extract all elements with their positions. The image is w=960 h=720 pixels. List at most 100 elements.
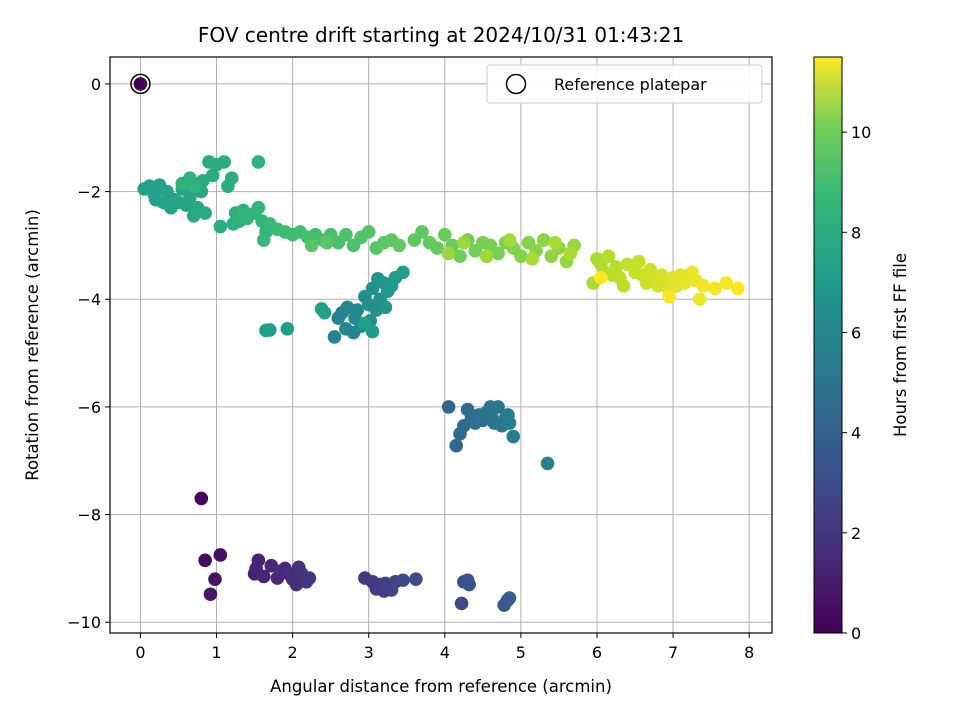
data-point xyxy=(430,241,444,255)
data-point xyxy=(536,233,551,247)
data-point xyxy=(453,249,467,263)
reference-point xyxy=(133,77,148,91)
data-point xyxy=(632,254,646,269)
data-point xyxy=(205,168,220,183)
data-point xyxy=(302,571,317,585)
colorbar-tick-label: 8 xyxy=(851,223,861,242)
x-tick-label: 3 xyxy=(364,643,374,662)
data-point xyxy=(502,233,517,247)
colorbar-gradient xyxy=(813,56,843,634)
data-point xyxy=(392,238,406,253)
x-axis-label: Angular distance from reference (arcmin) xyxy=(270,677,612,696)
data-point xyxy=(350,303,365,317)
data-point xyxy=(454,596,469,611)
data-point xyxy=(616,278,631,293)
data-point xyxy=(378,300,393,315)
data-point xyxy=(415,225,429,239)
data-point xyxy=(256,569,271,584)
data-point xyxy=(441,400,456,414)
data-point xyxy=(696,278,711,293)
data-point xyxy=(491,246,505,261)
data-point xyxy=(563,246,578,261)
colorbar: 0 2 4 6 8 10 Hours from first FF file xyxy=(813,56,910,643)
data-point xyxy=(327,330,342,344)
chart-title: FOV centre drift starting at 2024/10/31 … xyxy=(198,23,684,47)
data-point xyxy=(601,249,616,263)
data-point xyxy=(438,227,452,242)
data-point xyxy=(708,281,722,296)
data-point xyxy=(449,438,464,453)
data-point xyxy=(409,572,423,586)
y-axis-label: Rotation from reference (arcmin) xyxy=(23,209,42,481)
data-point xyxy=(441,246,456,261)
y-tick-label: −2 xyxy=(77,183,101,202)
legend-entry-reference-platepar: Reference platepar xyxy=(554,75,707,94)
colorbar-tick-label: 6 xyxy=(851,323,861,342)
data-point xyxy=(396,265,410,280)
data-point xyxy=(262,323,277,337)
data-point xyxy=(256,233,271,247)
data-point xyxy=(479,249,494,263)
data-point xyxy=(692,292,707,307)
data-point xyxy=(502,591,517,605)
legend-marker-icon xyxy=(505,73,527,95)
colorbar-tick-label: 2 xyxy=(851,524,861,543)
data-point xyxy=(203,587,218,602)
grid-lines xyxy=(110,57,772,633)
data-point xyxy=(358,316,372,331)
data-point xyxy=(320,235,334,250)
data-point xyxy=(540,456,555,471)
x-tick-label: 1 xyxy=(211,643,221,662)
data-point xyxy=(491,400,505,414)
data-point xyxy=(457,235,471,250)
data-point xyxy=(224,171,239,185)
data-point xyxy=(502,416,517,430)
x-tick-label: 8 xyxy=(744,643,754,662)
data-point xyxy=(677,276,692,290)
data-points xyxy=(130,73,745,612)
x-tick-label: 4 xyxy=(440,643,450,662)
y-tick-label: −10 xyxy=(67,613,101,632)
colorbar-ticks: 0 2 4 6 8 10 xyxy=(842,123,871,643)
data-point xyxy=(213,548,228,562)
x-tick-label: 7 xyxy=(668,643,678,662)
data-point xyxy=(361,225,376,239)
data-point xyxy=(525,252,540,266)
legend: Reference platepar xyxy=(486,64,763,104)
data-point xyxy=(183,190,197,204)
x-tick-label: 6 xyxy=(592,643,602,662)
y-tick-label: −4 xyxy=(77,290,101,309)
data-point xyxy=(548,235,562,250)
legend-box xyxy=(486,64,763,104)
x-tick-label: 5 xyxy=(516,643,526,662)
data-point xyxy=(506,429,521,444)
data-point xyxy=(217,155,231,169)
x-tick-label: 0 xyxy=(135,643,145,662)
data-point xyxy=(280,322,295,336)
data-point xyxy=(593,270,608,285)
data-point xyxy=(609,260,623,274)
data-point xyxy=(514,249,528,263)
data-point xyxy=(304,238,319,253)
y-tick-label: −6 xyxy=(77,398,101,417)
data-point xyxy=(719,276,734,290)
axis-ticks: 0 1 2 3 4 5 6 7 8 0 −2 −4 −6 −8 −10 xyxy=(67,75,754,662)
data-point xyxy=(662,289,677,304)
data-point xyxy=(339,227,353,242)
data-point xyxy=(396,573,410,588)
data-point xyxy=(198,206,212,220)
colorbar-tick-label: 4 xyxy=(851,424,861,443)
data-point xyxy=(194,491,209,506)
data-point xyxy=(314,302,329,316)
data-point xyxy=(188,179,203,193)
data-point xyxy=(730,281,745,296)
x-tick-label: 2 xyxy=(288,643,298,662)
y-tick-label: −8 xyxy=(77,506,101,525)
plot-frame xyxy=(109,56,773,634)
reference-marker-ring xyxy=(130,73,151,95)
y-tick-label: 0 xyxy=(91,75,101,94)
colorbar-label: Hours from first FF file xyxy=(891,253,910,437)
colorbar-tick-label: 0 xyxy=(851,624,861,643)
data-point xyxy=(462,577,476,592)
